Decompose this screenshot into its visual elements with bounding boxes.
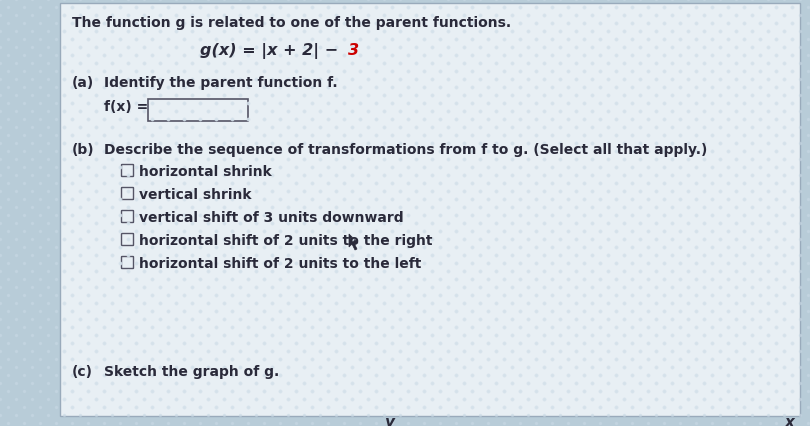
Text: horizontal shift of 2 units to the right: horizontal shift of 2 units to the right — [139, 233, 433, 248]
Text: Identify the parent function f.: Identify the parent function f. — [104, 76, 338, 90]
FancyBboxPatch shape — [60, 4, 800, 416]
Bar — [148, 100, 248, 122]
FancyBboxPatch shape — [122, 188, 134, 200]
FancyBboxPatch shape — [122, 257, 134, 269]
Text: g(x) = |x + 2| −: g(x) = |x + 2| − — [200, 43, 343, 59]
Text: 3: 3 — [348, 43, 359, 58]
Text: f(x) =: f(x) = — [104, 100, 153, 114]
Text: (c): (c) — [72, 364, 93, 378]
Text: vertical shift of 3 units downward: vertical shift of 3 units downward — [139, 210, 403, 225]
FancyBboxPatch shape — [122, 165, 134, 177]
Text: horizontal shrink: horizontal shrink — [139, 164, 271, 178]
Text: y: y — [385, 414, 395, 426]
FancyBboxPatch shape — [122, 234, 134, 246]
Text: (a): (a) — [72, 76, 94, 90]
Text: Sketch the graph of g.: Sketch the graph of g. — [104, 364, 279, 378]
Polygon shape — [349, 234, 358, 250]
Text: x: x — [785, 414, 795, 426]
Text: horizontal shift of 2 units to the left: horizontal shift of 2 units to the left — [139, 256, 421, 271]
Text: (b): (b) — [72, 143, 95, 157]
Text: vertical shrink: vertical shrink — [139, 187, 251, 201]
FancyBboxPatch shape — [122, 211, 134, 223]
Text: The function g is related to one of the parent functions.: The function g is related to one of the … — [72, 16, 511, 30]
Text: Describe the sequence of transformations from f to g. (Select all that apply.): Describe the sequence of transformations… — [104, 143, 707, 157]
